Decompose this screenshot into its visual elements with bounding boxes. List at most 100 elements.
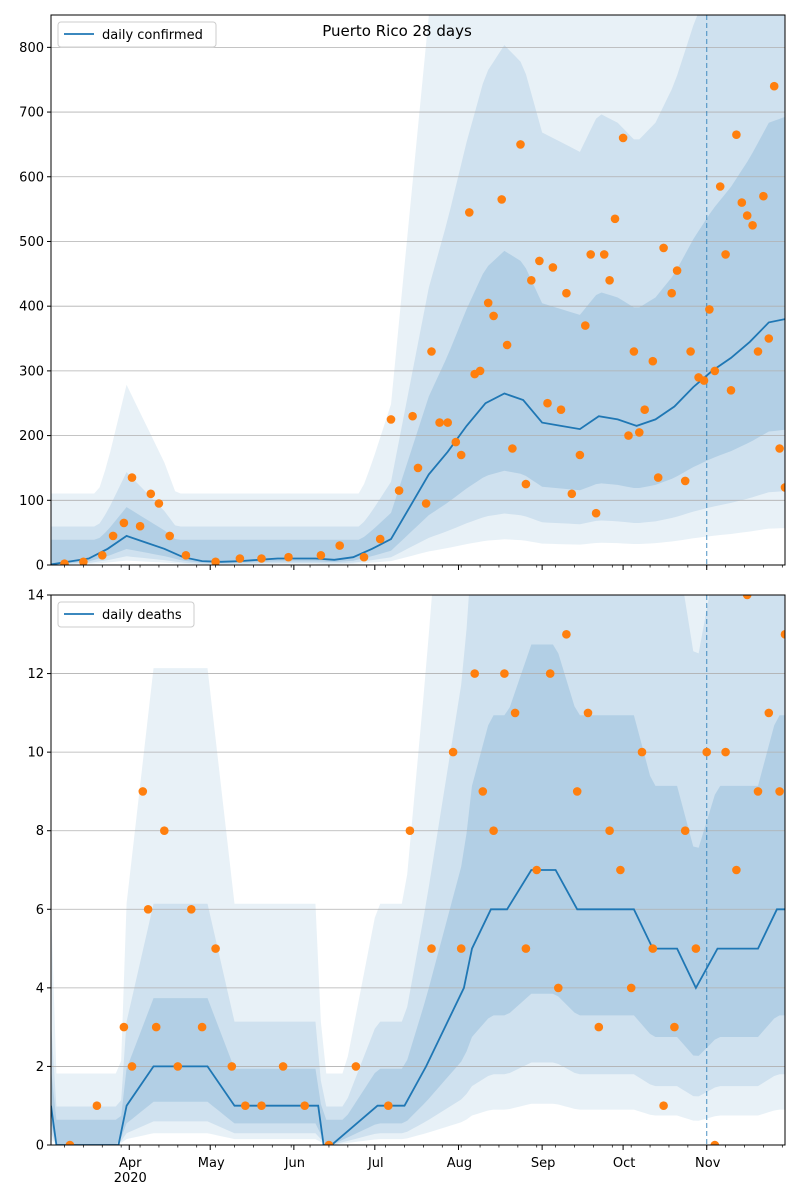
y-tick-label: 4 <box>36 981 44 996</box>
data-point <box>721 747 730 757</box>
data-point <box>667 288 676 298</box>
data-point <box>581 321 590 330</box>
y-tick-label: 6 <box>36 903 44 918</box>
data-point <box>421 499 431 508</box>
data-point <box>359 552 369 562</box>
data-point <box>386 415 396 424</box>
data-point <box>257 1101 266 1110</box>
x-tick-label: Jul <box>367 1156 384 1171</box>
data-point <box>527 276 536 285</box>
confirmed-gridlines <box>51 46 785 501</box>
data-point <box>384 1101 393 1110</box>
data-point <box>753 347 763 356</box>
data-point <box>508 444 517 453</box>
data-point <box>324 1140 334 1145</box>
data-point <box>138 787 148 796</box>
data-point <box>154 499 164 508</box>
data-point <box>211 944 220 953</box>
data-point <box>65 1140 75 1145</box>
data-point <box>715 182 725 191</box>
data-point <box>616 865 625 875</box>
data-point <box>235 554 245 563</box>
confirmed-legend: daily confirmed <box>57 21 217 48</box>
data-point <box>465 208 474 217</box>
deaths-plot-frame <box>50 594 786 1146</box>
data-point <box>427 944 436 953</box>
data-point <box>456 450 466 460</box>
data-point <box>146 489 156 499</box>
data-point <box>554 983 563 993</box>
y-tick-label: 8 <box>36 824 44 839</box>
data-point <box>605 826 614 835</box>
data-point <box>394 486 404 495</box>
data-point <box>435 418 444 427</box>
data-point <box>610 214 620 224</box>
confirmed-plot-frame <box>50 14 786 566</box>
data-point <box>211 557 220 565</box>
data-point <box>127 473 137 482</box>
data-point <box>545 669 555 678</box>
confirmed-y-axis: 0 100 200 300 400 500 600 700 800 <box>19 41 51 574</box>
y-tick-label: 12 <box>27 667 44 682</box>
data-point <box>408 411 417 421</box>
data-point <box>92 1101 102 1110</box>
data-point <box>316 551 326 560</box>
data-point <box>732 130 741 139</box>
data-point <box>284 552 293 562</box>
uncertainty-band <box>51 15 785 565</box>
data-point <box>500 669 509 678</box>
data-point <box>535 256 544 266</box>
data-point <box>521 944 531 953</box>
y-tick-label: 800 <box>19 41 44 56</box>
data-point <box>197 1022 207 1032</box>
data-point <box>497 195 507 204</box>
data-point <box>572 787 582 796</box>
data-point <box>594 1022 604 1032</box>
y-tick-label: 0 <box>36 1139 44 1154</box>
data-point <box>626 983 636 993</box>
data-point <box>451 437 461 447</box>
data-point <box>413 463 423 473</box>
data-point <box>702 747 711 757</box>
data-point <box>556 405 566 415</box>
data-point <box>532 865 541 875</box>
y-tick-label: 700 <box>19 106 44 121</box>
data-point <box>79 557 88 565</box>
data-point <box>448 747 458 757</box>
data-point <box>624 431 633 440</box>
deaths-uncertainty-bands <box>51 595 785 1145</box>
uncertainty-band <box>51 595 785 1145</box>
data-point <box>489 826 498 835</box>
data-point <box>548 263 558 272</box>
y-tick-label: 0 <box>36 559 44 574</box>
data-point <box>227 1062 237 1071</box>
data-point <box>119 518 129 528</box>
data-point <box>127 1062 137 1071</box>
data-point <box>591 508 601 518</box>
data-point <box>586 250 595 259</box>
data-point <box>648 356 658 366</box>
data-point <box>680 826 690 835</box>
y-tick-label: 14 <box>27 589 44 604</box>
y-tick-label: 10 <box>27 746 44 761</box>
y-tick-label: 500 <box>19 235 44 250</box>
confirmed-x-axis <box>64 565 783 570</box>
data-point <box>737 198 747 207</box>
uncertainty-band <box>51 15 785 565</box>
data-point <box>705 305 714 314</box>
data-point <box>119 1022 129 1032</box>
data-point <box>764 334 774 343</box>
data-point <box>648 944 658 953</box>
data-point <box>489 311 498 321</box>
series-line <box>51 318 785 565</box>
y-tick-label: 300 <box>19 364 44 379</box>
y-tick-label: 200 <box>19 429 44 444</box>
y-tick-label: 2 <box>36 1060 44 1075</box>
data-point <box>516 140 525 149</box>
x-tick-label: Oct <box>613 1156 635 1171</box>
data-point <box>257 554 266 563</box>
deaths-legend: daily deaths <box>57 601 195 628</box>
data-point <box>780 630 785 639</box>
